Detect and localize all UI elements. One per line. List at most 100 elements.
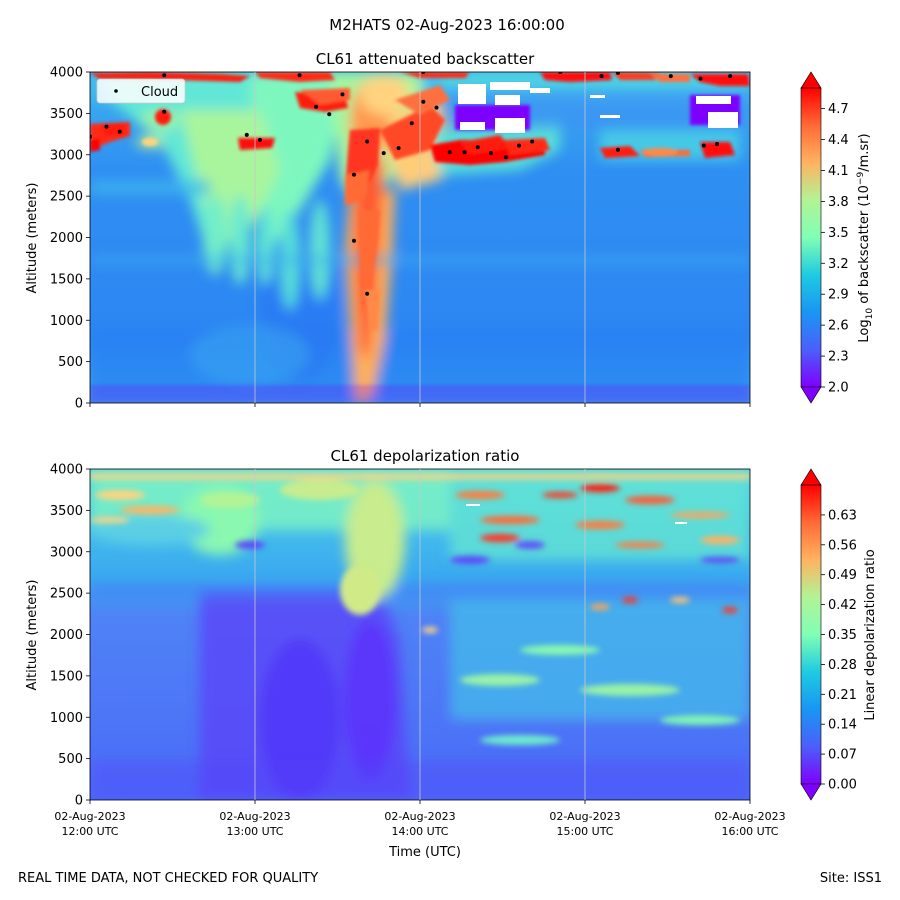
x-tick-time: 12:00 UTC <box>61 825 118 838</box>
colorbar-tick-label: 0.21 <box>828 688 857 703</box>
colorbar-tick-label: 4.7 <box>828 102 849 117</box>
cloud-point <box>352 172 356 177</box>
cloud-point <box>701 143 706 148</box>
colorbar-tick-label: 0.42 <box>828 598 857 613</box>
legend-cloud-marker <box>114 89 118 93</box>
colorbar-tick-label: 0.07 <box>828 748 857 763</box>
cloud-point <box>447 150 452 155</box>
cloud-point <box>668 74 673 79</box>
cloud-point <box>475 145 480 150</box>
cloud-point <box>462 150 467 155</box>
depolarization-title: CL61 depolarization ratio <box>331 447 520 465</box>
y-tick-label: 2500 <box>50 587 83 602</box>
colorbar-tick-label: 2.0 <box>828 381 849 396</box>
cloud-point <box>381 151 386 156</box>
x-tick-date: 02-Aug-2023 <box>714 810 785 823</box>
colorbar-tick-label: 0.56 <box>828 538 857 553</box>
cloud-point <box>616 147 620 152</box>
backscatter-colorbar: 2.0 2.3 2.6 2.9 3.2 3.5 3.8 4.1 4.4 4.7 Log10 of … <box>800 71 875 404</box>
cloud-point <box>421 72 426 74</box>
cloud-markers <box>90 72 733 296</box>
colorbar-tick-label: 4.4 <box>828 133 849 148</box>
y-tick-label: 2500 <box>50 190 83 205</box>
x-tick-date: 02-Aug-2023 <box>549 810 620 823</box>
colorbar-tick-label: 3.2 <box>828 257 849 272</box>
y-tick-label: 1000 <box>50 711 83 726</box>
backscatter-heatmap <box>90 72 750 403</box>
x-tick-time: 14:00 UTC <box>391 825 448 838</box>
cloud-point <box>421 99 426 104</box>
cloud-point <box>340 92 345 97</box>
cloud-point <box>517 143 521 148</box>
y-tick-label: 1500 <box>50 272 83 287</box>
cloud-point <box>365 291 370 296</box>
depolarization-xticks: 02-Aug-2023 12:00 UTC 02-Aug-2023 13:00 UTC… <box>54 469 786 838</box>
y-tick-label: 3500 <box>50 504 83 519</box>
depolarization-ylabel: Altitude (meters) <box>25 580 40 691</box>
y-tick-label: 1000 <box>50 314 83 329</box>
depolarization-colorbar-label: Linear depolarization ratio <box>863 549 878 720</box>
cloud-point <box>297 73 302 78</box>
colorbar-tick-label: 0.14 <box>828 718 857 733</box>
cloud-point <box>616 72 620 75</box>
x-tick-time: 13:00 UTC <box>226 825 283 838</box>
cloud-point <box>314 104 319 109</box>
y-tick-label: 1500 <box>50 669 83 684</box>
colorbar-tick-label: 3.8 <box>828 195 849 210</box>
y-tick-label: 0 <box>75 794 83 809</box>
colorbar-tick-label: 0.28 <box>828 658 857 673</box>
cloud-point <box>715 141 719 146</box>
cloud-point <box>162 73 167 78</box>
cloud-point <box>162 109 167 114</box>
cloud-point <box>558 72 563 74</box>
cloud-point <box>530 139 535 144</box>
colorbar-tick-label: 3.5 <box>828 226 849 241</box>
x-tick-time: 16:00 UTC <box>721 825 778 838</box>
cloud-point <box>396 146 401 151</box>
cloud-point <box>352 238 356 243</box>
cloud-point <box>365 139 370 144</box>
colorbar-tick-label: 2.3 <box>828 350 849 365</box>
x-tick-date: 02-Aug-2023 <box>384 810 455 823</box>
cloud-point <box>90 134 92 139</box>
y-tick-label: 500 <box>58 355 83 370</box>
cloud-point <box>117 129 122 134</box>
y-tick-label: 2000 <box>50 628 83 643</box>
backscatter-yticks: 0 500 1000 1500 2000 2500 3000 3500 4000 <box>50 66 90 412</box>
y-tick-label: 3000 <box>50 148 83 163</box>
footer-site: Site: ISS1 <box>820 871 882 886</box>
legend-cloud-label: Cloud <box>141 85 178 100</box>
x-tick-time: 15:00 UTC <box>556 825 613 838</box>
colorbar-tick-label: 0.35 <box>828 628 857 643</box>
cloud-point <box>434 105 439 110</box>
colorbar-tick-label: 2.9 <box>828 288 849 303</box>
backscatter-title: CL61 attenuated backscatter <box>316 50 535 68</box>
cloud-point <box>104 124 109 129</box>
depolarization-colorbar: 0.00 0.07 0.14 0.21 0.28 0.35 0.42 0.49 0.56 0.63… <box>800 468 878 801</box>
y-tick-label: 3500 <box>50 107 83 122</box>
y-tick-label: 4000 <box>50 463 83 478</box>
cloud-point <box>728 74 733 79</box>
backscatter-panel: CL61 attenuated backscatter <box>25 50 875 412</box>
y-tick-label: 4000 <box>50 66 83 81</box>
colorbar-tick-label: 2.6 <box>828 319 849 334</box>
cloud-point <box>409 121 414 126</box>
y-tick-label: 2000 <box>50 231 83 246</box>
footer-disclaimer: REAL TIME DATA, NOT CHECKED FOR QUALITY <box>18 871 318 886</box>
x-tick-date: 02-Aug-2023 <box>219 810 290 823</box>
cloud-point <box>257 137 262 142</box>
y-tick-label: 0 <box>75 397 83 412</box>
colorbar-tick-label: 0.00 <box>828 778 857 793</box>
y-tick-label: 500 <box>58 752 83 767</box>
cloud-point <box>599 74 604 79</box>
backscatter-colorbar-label: Log10 of backscatter (10−9/m.sr) <box>856 133 875 342</box>
cloud-point <box>488 151 493 156</box>
figure-title: M2HATS 02-Aug-2023 16:00:00 <box>329 16 565 34</box>
colorbar-tick-label: 0.63 <box>828 508 857 523</box>
cloud-point <box>327 112 332 117</box>
depolarization-xlabel: Time (UTC) <box>388 845 461 860</box>
depolarization-panel: CL61 depolarization ratio <box>25 447 878 860</box>
backscatter-ylabel: Altitude (meters) <box>25 183 40 294</box>
backscatter-legend: Cloud <box>96 78 186 104</box>
